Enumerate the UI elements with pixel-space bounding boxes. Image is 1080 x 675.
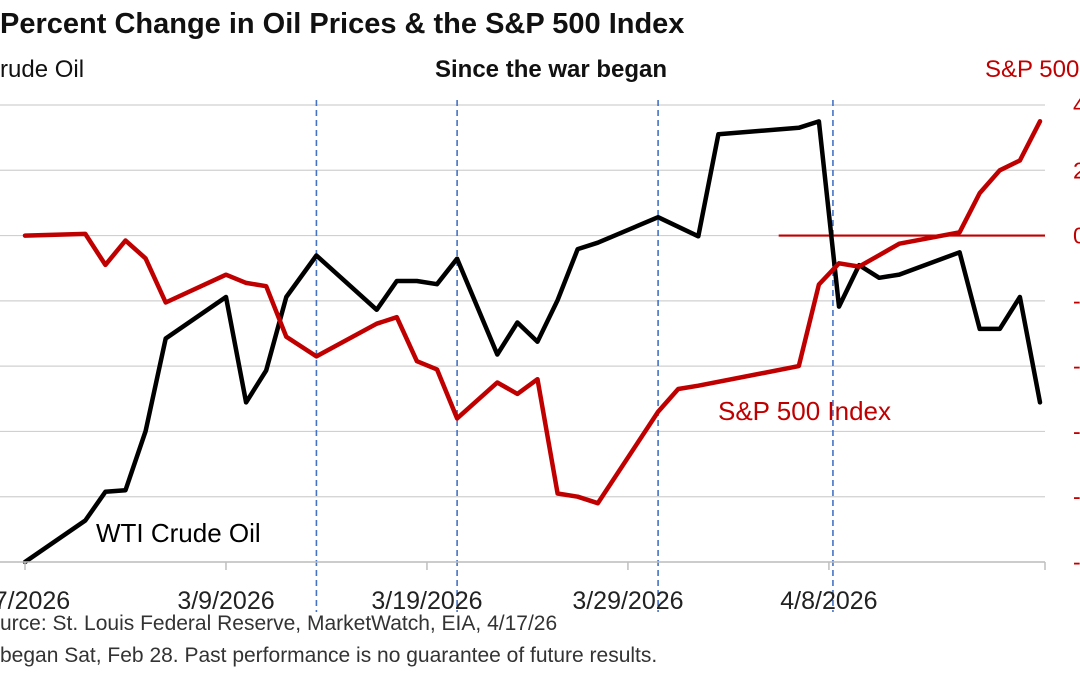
sp500-series-line: [22, 119, 1043, 506]
right-axis-tick-label: 2: [1073, 157, 1080, 183]
right-axis-tick-label: -: [1073, 418, 1080, 444]
x-axis-tick-label: 3/29/2026: [572, 587, 683, 615]
chart-subtitle: Since the war began: [435, 56, 668, 83]
x-axis-tick-label: 4/8/2026: [780, 587, 877, 615]
chart-title: Percent Change in Oil Prices & the S&P 5…: [0, 8, 685, 40]
right-axis-tick-label: -: [1073, 353, 1080, 379]
right-axis-tick-label: -: [1073, 288, 1080, 314]
axis-layer: 4 2 0 - - - - - 27/2026 3/9/2026 3/19/2026 3/29/202…: [0, 92, 1080, 615]
right-axis-tick-label: -: [1073, 549, 1080, 575]
right-axis-tick-label: -: [1073, 484, 1080, 510]
disclaimer-note: began Sat, Feb 28. Past performance is n…: [0, 644, 658, 667]
grid-layer: [0, 104, 1045, 563]
x-axis-tick-label: 27/2026: [0, 587, 70, 615]
source-note: urce: St. Louis Federal Reserve, MarketW…: [0, 612, 558, 635]
oil-series-annotation: WTI Crude Oil: [96, 518, 261, 548]
left-axis-label: rude Oil: [0, 56, 85, 83]
annotation-layer: WTI Crude Oil S&P 500 Index: [96, 396, 891, 548]
oil-series-line: [22, 119, 1043, 565]
x-axis-tick-label: 3/19/2026: [371, 587, 482, 615]
vertical-marker-layer: [315, 100, 834, 612]
right-axis-tick-label: 0: [1073, 223, 1080, 249]
right-axis-label: S&P 500: [985, 56, 1080, 83]
x-axis-tick-label: 3/9/2026: [177, 587, 274, 615]
right-axis-tick-label: 4: [1073, 92, 1080, 118]
series-layer: [22, 119, 1043, 565]
sp500-series-annotation: S&P 500 Index: [718, 396, 891, 426]
